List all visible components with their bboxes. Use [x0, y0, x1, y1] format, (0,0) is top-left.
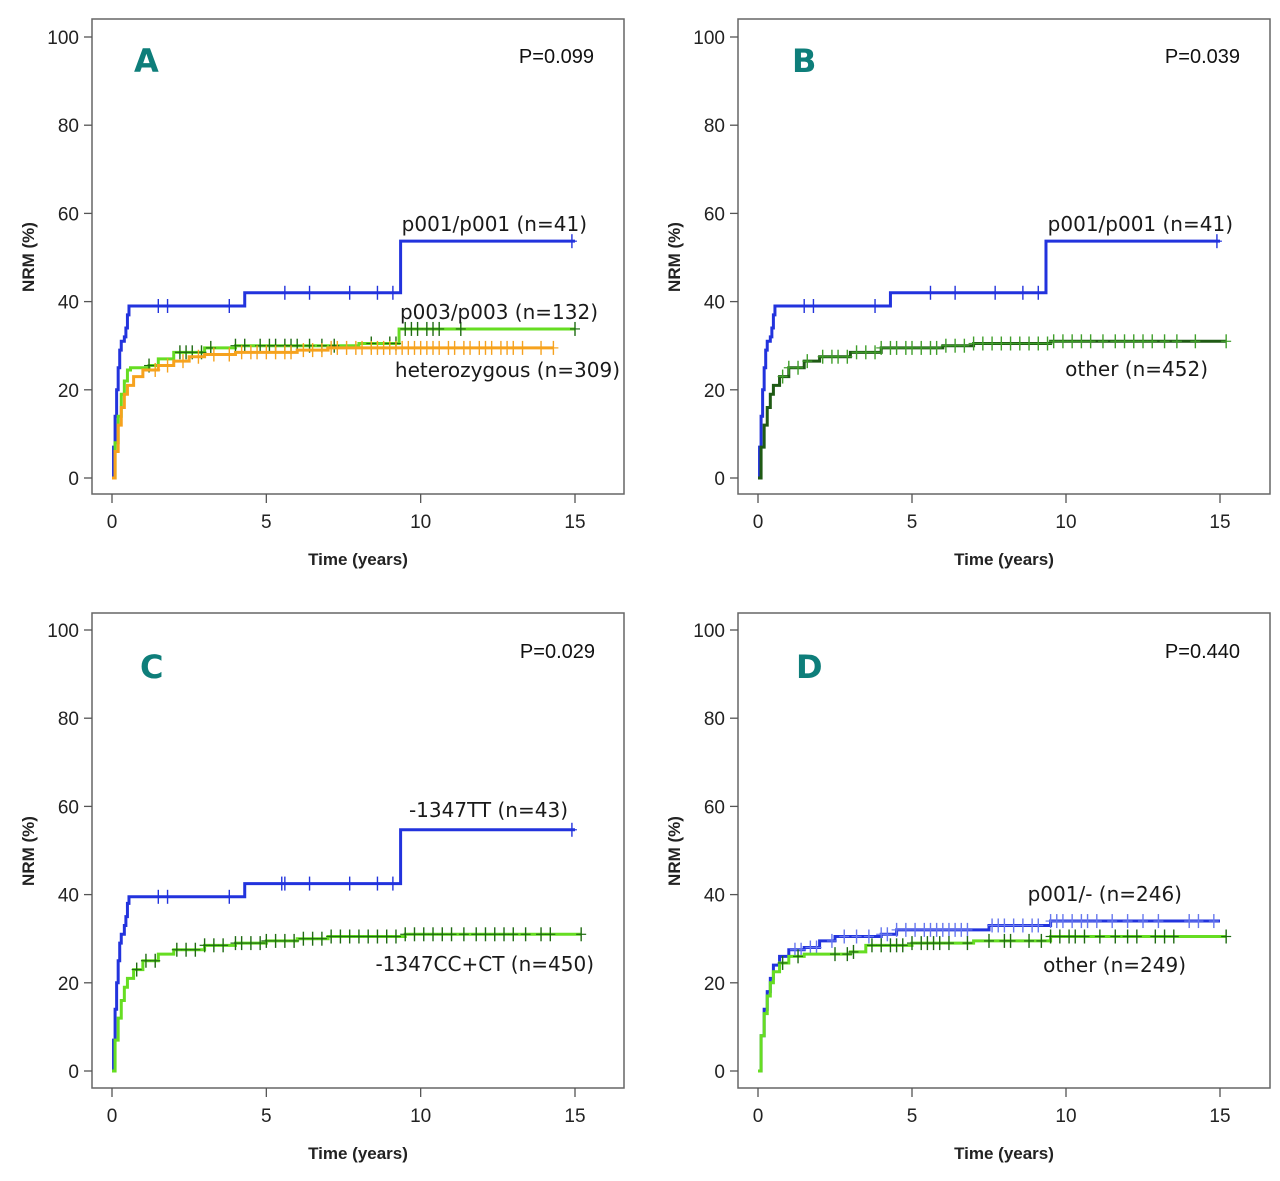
x-axis-title: Time (years)	[954, 550, 1054, 569]
y-tick-label: 80	[704, 116, 725, 137]
y-tick-label: 80	[58, 116, 79, 137]
y-tick-label: 80	[704, 709, 725, 730]
series-label-p003: p003/p003 (n=132)	[400, 300, 598, 324]
y-tick-label: 100	[693, 28, 725, 49]
series-label-p001: p001/p001 (n=41)	[1048, 212, 1233, 236]
curves	[112, 234, 580, 480]
series-label-heterozygous: heterozygous (n=309)	[395, 358, 620, 382]
series-label-other: other (n=452)	[1065, 357, 1208, 381]
y-axis-title: NRM (%)	[19, 222, 38, 292]
curves	[758, 234, 1232, 480]
series-label-1347cc-ct: -1347CC+CT (n=450)	[375, 952, 594, 976]
x-tick-label: 10	[1055, 512, 1076, 533]
plot-frame	[91, 18, 625, 495]
panel-a: 0 20 40 60 80 100 0 5 10 15 A P=0.099 Time (years…	[19, 18, 625, 569]
y-axis-title: NRM (%)	[665, 816, 684, 886]
x-tick-label: 5	[261, 1106, 272, 1127]
y-axis-title: NRM (%)	[19, 816, 38, 886]
series-0	[758, 234, 1222, 480]
x-tick-label: 5	[261, 512, 272, 533]
plot-frame	[737, 18, 1271, 495]
panel-letter: B	[792, 42, 816, 80]
y-tick-label: 20	[58, 974, 79, 995]
y-tick-label: 100	[47, 621, 79, 642]
y-tick-label: 0	[68, 469, 79, 490]
x-tick-label: 15	[1209, 512, 1230, 533]
series-label-other: other (n=249)	[1043, 953, 1186, 977]
p-value: P=0.440	[1165, 641, 1240, 663]
y-tick-label: 80	[58, 709, 79, 730]
y-tick-label: 60	[704, 204, 725, 225]
y-tick-label: 20	[704, 974, 725, 995]
curves	[112, 822, 587, 1073]
y-tick-label: 0	[714, 1062, 725, 1083]
x-axis-title: Time (years)	[954, 1144, 1054, 1163]
x-tick-label: 10	[1055, 1106, 1076, 1127]
y-tick-label: 60	[58, 204, 79, 225]
y-tick-label: 0	[68, 1062, 79, 1083]
panel-letter: A	[134, 42, 159, 80]
y-tick-label: 0	[714, 469, 725, 490]
plot-frame	[91, 612, 625, 1089]
p-value: P=0.099	[519, 46, 594, 68]
panel-b: 0 20 40 60 80 100 0 5 10 15 B P=0.039 Time (years…	[665, 18, 1271, 569]
y-tick-label: 60	[58, 797, 79, 818]
series-label-1347tt: -1347TT (n=43)	[409, 798, 568, 822]
series-1	[112, 927, 587, 1073]
series-line	[758, 934, 1227, 1073]
y-tick-label: 40	[58, 293, 79, 314]
x-axis-title: Time (years)	[308, 550, 408, 569]
curves	[758, 914, 1232, 1073]
series-2	[112, 340, 559, 480]
plot-frame	[737, 612, 1271, 1089]
y-axis-title: NRM (%)	[665, 222, 684, 292]
series-0	[112, 822, 577, 1073]
x-tick-label: 0	[107, 1106, 118, 1127]
x-tick-label: 10	[410, 512, 431, 533]
x-tick-label: 15	[564, 1106, 585, 1127]
p-value: P=0.029	[520, 641, 595, 663]
x-tick-label: 5	[907, 1106, 918, 1127]
x-tick-label: 0	[753, 512, 764, 533]
y-tick-label: 20	[704, 381, 725, 402]
panel-letter: C	[140, 648, 163, 686]
y-tick-label: 40	[704, 293, 725, 314]
panel-c: 0 20 40 60 80 100 0 5 10 15 C P=0.029 Time (years…	[19, 612, 625, 1163]
x-tick-label: 15	[564, 512, 585, 533]
x-tick-label: 10	[410, 1106, 431, 1127]
x-axis-title: Time (years)	[308, 1144, 408, 1163]
x-tick-label: 0	[753, 1106, 764, 1127]
axes: 0 20 40 60 80 100 0 5 10 15	[693, 621, 1230, 1127]
y-tick-label: 40	[704, 886, 725, 907]
axes: 0 20 40 60 80 100 0 5 10 15	[47, 621, 585, 1127]
x-tick-label: 15	[1209, 1106, 1230, 1127]
p-value: P=0.039	[1165, 46, 1240, 68]
series-1	[758, 334, 1232, 480]
axes: 0 20 40 60 80 100 0 5 10 15	[693, 28, 1230, 533]
y-tick-label: 100	[47, 28, 79, 49]
series-1	[758, 929, 1232, 1073]
y-tick-label: 20	[58, 381, 79, 402]
x-tick-label: 0	[107, 512, 118, 533]
y-tick-label: 100	[693, 621, 725, 642]
panel-letter: D	[796, 648, 823, 686]
series-label-p001: p001/p001 (n=41)	[402, 212, 587, 236]
series-label-p001-any: p001/- (n=246)	[1028, 882, 1182, 906]
y-tick-label: 40	[58, 886, 79, 907]
x-tick-label: 5	[907, 512, 918, 533]
y-tick-label: 60	[704, 797, 725, 818]
series-0	[112, 234, 577, 480]
axes: 0 20 40 60 80 100 0 5 10 15	[47, 28, 585, 533]
panel-d: 0 20 40 60 80 100 0 5 10 15 D P=0.440 Time (years…	[665, 612, 1271, 1163]
